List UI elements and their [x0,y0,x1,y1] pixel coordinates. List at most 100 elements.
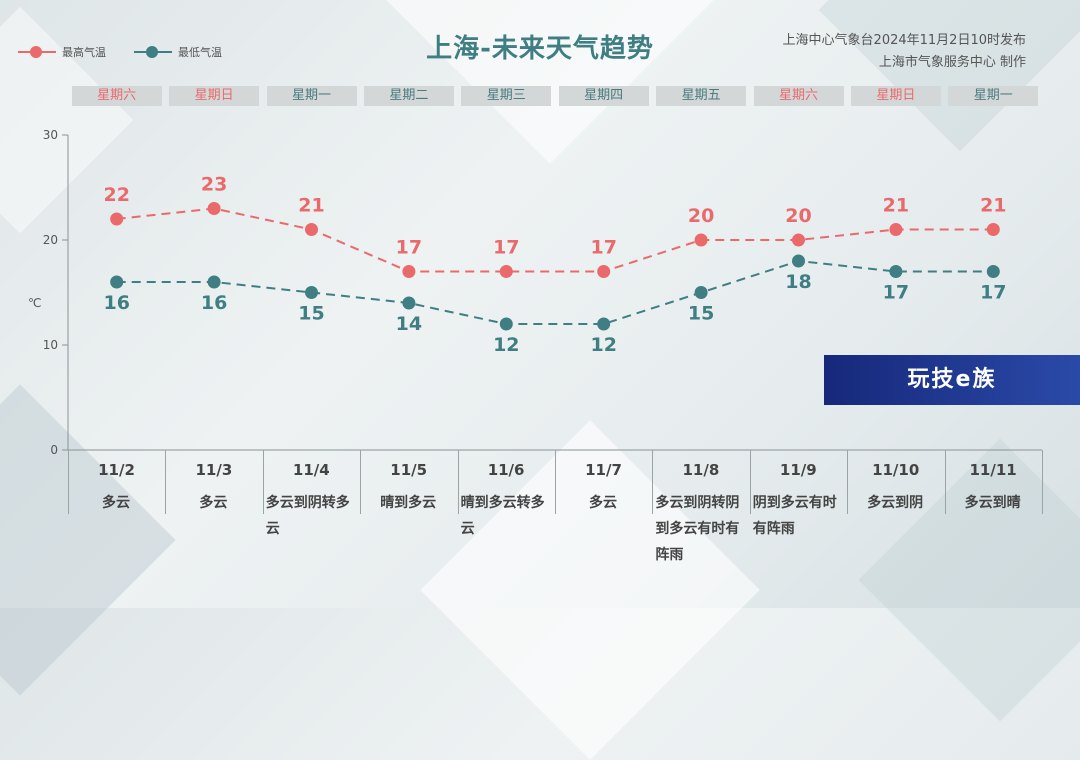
source-line-2: 上海市气象服务中心 制作 [878,55,1026,70]
data-label-low: 15 [298,303,324,325]
data-point-low [110,275,124,289]
y-tick-label: 10 [43,338,58,352]
column-divider [1042,450,1043,514]
data-point-low [792,254,805,268]
column-divider [555,450,556,514]
watermark-logo: 玩技e族 [824,355,1080,405]
chart-legend: 最高气温 最低气温 [18,44,222,60]
data-point-high [499,265,513,278]
data-label-high: 23 [201,174,227,196]
data-point-high [305,223,318,236]
temperature-chart: 0 10 20 30 ℃ 22 23 21 17 17 17 20 20 21 21 16 16 15 14 12 12… [28,128,1042,457]
date-label: 11/9 [779,461,817,479]
weather-description: 晴到多云转多云 [460,495,545,537]
weather-description: 多云 [589,495,617,511]
legend-low-label: 最低气温 [178,46,222,59]
legend-high-label: 最高气温 [62,46,106,59]
data-point-high [207,202,221,215]
y-axis-unit: ℃ [28,296,41,310]
data-label-low: 12 [493,334,519,356]
data-point-low [499,317,513,331]
weekday-row: 星期六 星期日 星期一 星期二 星期三 星期四 星期五 星期六 星期日 星期一 [68,86,1042,106]
legend-high-marker [18,45,56,59]
data-point-high [402,265,416,278]
data-label-low: 12 [590,334,616,356]
column-divider [262,450,264,514]
date-label: 11/4 [292,461,330,479]
data-point-low [402,296,416,310]
y-tick-label: 20 [43,233,58,247]
data-point-high [597,265,611,278]
data-point-high [792,233,805,247]
data-point-low [207,275,221,289]
data-point-high [986,223,1000,236]
weekday-label: 星期日 [850,86,941,106]
data-point-low [694,286,708,299]
weather-description: 阴到多云有时有阵雨 [752,495,837,537]
y-tick-label: 30 [43,128,58,142]
data-point-low [597,317,611,331]
data-label-low: 17 [980,282,1006,304]
weather-description: 多云到阴 [867,495,924,511]
weekday-label: 星期三 [461,86,552,106]
date-label: 11/11 [969,461,1017,479]
weather-description: 晴到多云 [380,495,437,511]
column-divider [457,450,459,514]
weekday-label: 星期六 [71,86,162,106]
data-point-high [110,212,124,226]
legend-item-low: 最低气温 [134,44,222,60]
data-label-low: 14 [396,313,422,335]
column-divider [360,450,362,514]
data-label-high: 17 [396,237,422,259]
data-label-high: 21 [883,195,909,217]
weather-description: 多云到晴 [964,495,1021,511]
data-point-high [694,233,708,247]
column-divider [944,450,946,514]
weekday-label: 星期一 [266,86,357,106]
series-line-low [116,259,994,325]
weekday-label: 星期一 [948,86,1039,106]
weekday-label: 星期四 [558,86,649,106]
column-divider [847,450,849,514]
data-label-high: 21 [980,195,1006,217]
data-point-low [986,265,1000,278]
column-divider [652,450,654,514]
column-divider [68,450,69,514]
data-label-high: 17 [590,237,616,259]
data-label-high: 20 [785,205,811,227]
weather-description: 多云到阴转多云 [265,495,350,537]
legend-item-high: 最高气温 [18,44,106,60]
data-label-high: 17 [493,237,519,259]
date-label: 11/5 [390,461,428,479]
column-divider [749,450,751,514]
source-line-1: 上海中心气象台2024年11月2日10时发布 [782,33,1026,48]
data-label-low: 17 [883,282,909,304]
data-label-low: 16 [103,292,129,314]
data-label-low: 18 [785,271,811,293]
date-label: 11/3 [195,461,233,479]
data-label-high: 20 [688,205,714,227]
date-label: 11/10 [872,461,920,479]
data-label-high: 22 [103,184,129,206]
data-point-high [889,223,903,236]
data-label-low: 15 [688,303,714,325]
data-label-low: 16 [201,292,227,314]
legend-low-marker [134,45,172,59]
weekday-label: 星期二 [363,86,454,106]
weekday-label: 星期五 [656,86,747,106]
date-label: 11/8 [682,461,720,479]
forecast-table: 11/2 多云 11/3 多云 11/4 多云到阴转多云 11/5 晴到多云 11/6 晴到多云转… [68,450,1043,563]
source-info: 上海中心气象台2024年11月2日10时发布 上海市气象服务中心 制作 [783,30,1026,74]
weather-description: 多云 [199,495,228,511]
data-label-high: 21 [298,195,324,217]
date-label: 11/7 [585,461,622,479]
column-divider [165,450,167,514]
data-point-low [305,286,318,299]
date-label: 11/6 [487,461,525,479]
weather-description: 多云到阴转阴到多云有时有阵雨 [655,495,740,563]
weekday-label: 星期日 [169,86,260,106]
weather-description: 多云 [102,495,130,511]
chart-title: 上海-未来天气趋势 [426,34,654,64]
data-point-low [889,265,903,278]
date-label: 11/2 [98,461,135,479]
